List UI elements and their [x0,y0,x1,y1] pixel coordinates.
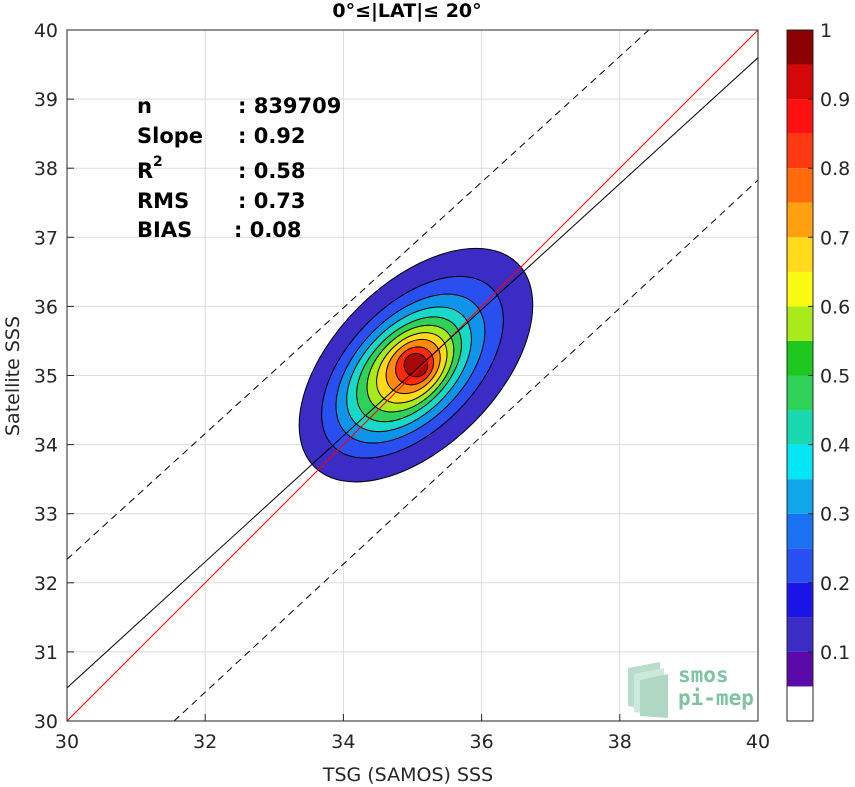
density-contours [298,247,534,483]
colorbar-bin [787,582,813,618]
colorbar-bin [787,306,813,341]
colorbar-bin [787,375,813,411]
x-axis-ticks: 30 32 34 36 38 40 [55,714,770,753]
colorbar-bin [787,237,813,272]
stat-value: : 0.58 [238,159,306,183]
colorbar-tick-label: 0.9 [820,89,850,111]
contour-level-10 [403,352,429,378]
colorbar-bin [787,444,813,480]
logo-line-2: pi-mep [678,686,754,710]
colorbar-bin [787,202,813,238]
y-axis-ticks: 30 31 32 33 34 35 36 37 38 39 40 [34,20,74,733]
y-tick-label: 37 [34,227,58,249]
y-tick-label: 39 [34,89,58,111]
colorbar-bin [787,651,813,687]
stat-value: : 839709 [238,94,341,118]
y-tick-label: 31 [34,642,58,664]
stat-label: n [137,94,152,118]
y-tick-label: 33 [34,504,58,526]
stats-box: n : 839709 Slope : 0.92 R 2 : 0.58 RMS : 0.73 BIA… [137,94,341,242]
x-tick-label: 38 [608,731,632,753]
colorbar-bin [787,340,813,376]
lower-bound-line [173,179,758,721]
logo-line-1: smos [678,663,729,687]
colorbar-tick-label: 0.7 [820,227,850,249]
x-axis-label: TSG (SAMOS) SSS [322,764,493,786]
smos-logo: smos pi-mep [628,662,754,718]
y-tick-label: 40 [34,20,58,42]
stat-superscript: 2 [153,154,163,170]
colorbar-bin [787,133,813,169]
stat-value: : 0.08 [234,218,302,242]
colorbar-bin [787,99,813,134]
colorbar-bin [787,513,813,549]
y-tick-label: 38 [34,158,58,180]
stat-label: Slope [137,124,203,148]
stat-label: RMS [137,189,189,213]
colorbar-bin [787,271,813,307]
colorbar-bin [787,30,813,65]
y-tick-label: 36 [34,296,58,318]
colorbar-tick-label: 0.8 [820,158,850,180]
y-tick-label: 30 [34,711,58,733]
chart-title: 0°≤|LAT|≤ 20° [332,0,481,22]
colorbar-labels: 0.1 0.2 0.3 0.4 0.5 0.6 0.7 0.8 0.9 1 [808,20,850,664]
colorbar-tick-label: 0.3 [820,504,850,526]
colorbar-tick-label: 0.5 [820,366,850,388]
fit-line [67,57,758,689]
logo-waves-icon [628,662,668,718]
colorbar [787,30,813,721]
colorbar-tick-label: 0.2 [820,573,850,595]
colorbar-bin [787,64,813,100]
colorbar-bin [787,479,813,514]
stat-label: R [137,159,153,183]
stat-value: : 0.92 [238,124,306,148]
x-tick-label: 34 [331,731,355,753]
colorbar-bin [787,168,813,203]
colorbar-tick-label: 1 [820,20,832,42]
y-tick-label: 34 [34,435,58,457]
y-axis-label: Satellite SSS [2,316,24,436]
y-tick-label: 32 [34,573,58,595]
colorbar-tick-label: 0.1 [820,642,850,664]
colorbar-bin [787,410,813,445]
colorbar-bin [787,548,813,583]
colorbar-bin [787,686,813,721]
reference-lines [67,30,758,721]
x-tick-label: 30 [55,731,79,753]
x-tick-label: 32 [193,731,217,753]
colorbar-tick-label: 0.6 [820,296,850,318]
stat-label: BIAS [137,218,192,242]
y-tick-label: 35 [34,366,58,388]
x-tick-label: 40 [746,731,770,753]
stat-value: : 0.73 [238,189,306,213]
identity-line [67,30,758,721]
x-tick-label: 36 [470,731,494,753]
colorbar-tick-label: 0.4 [820,435,850,457]
colorbar-bin [787,617,813,652]
